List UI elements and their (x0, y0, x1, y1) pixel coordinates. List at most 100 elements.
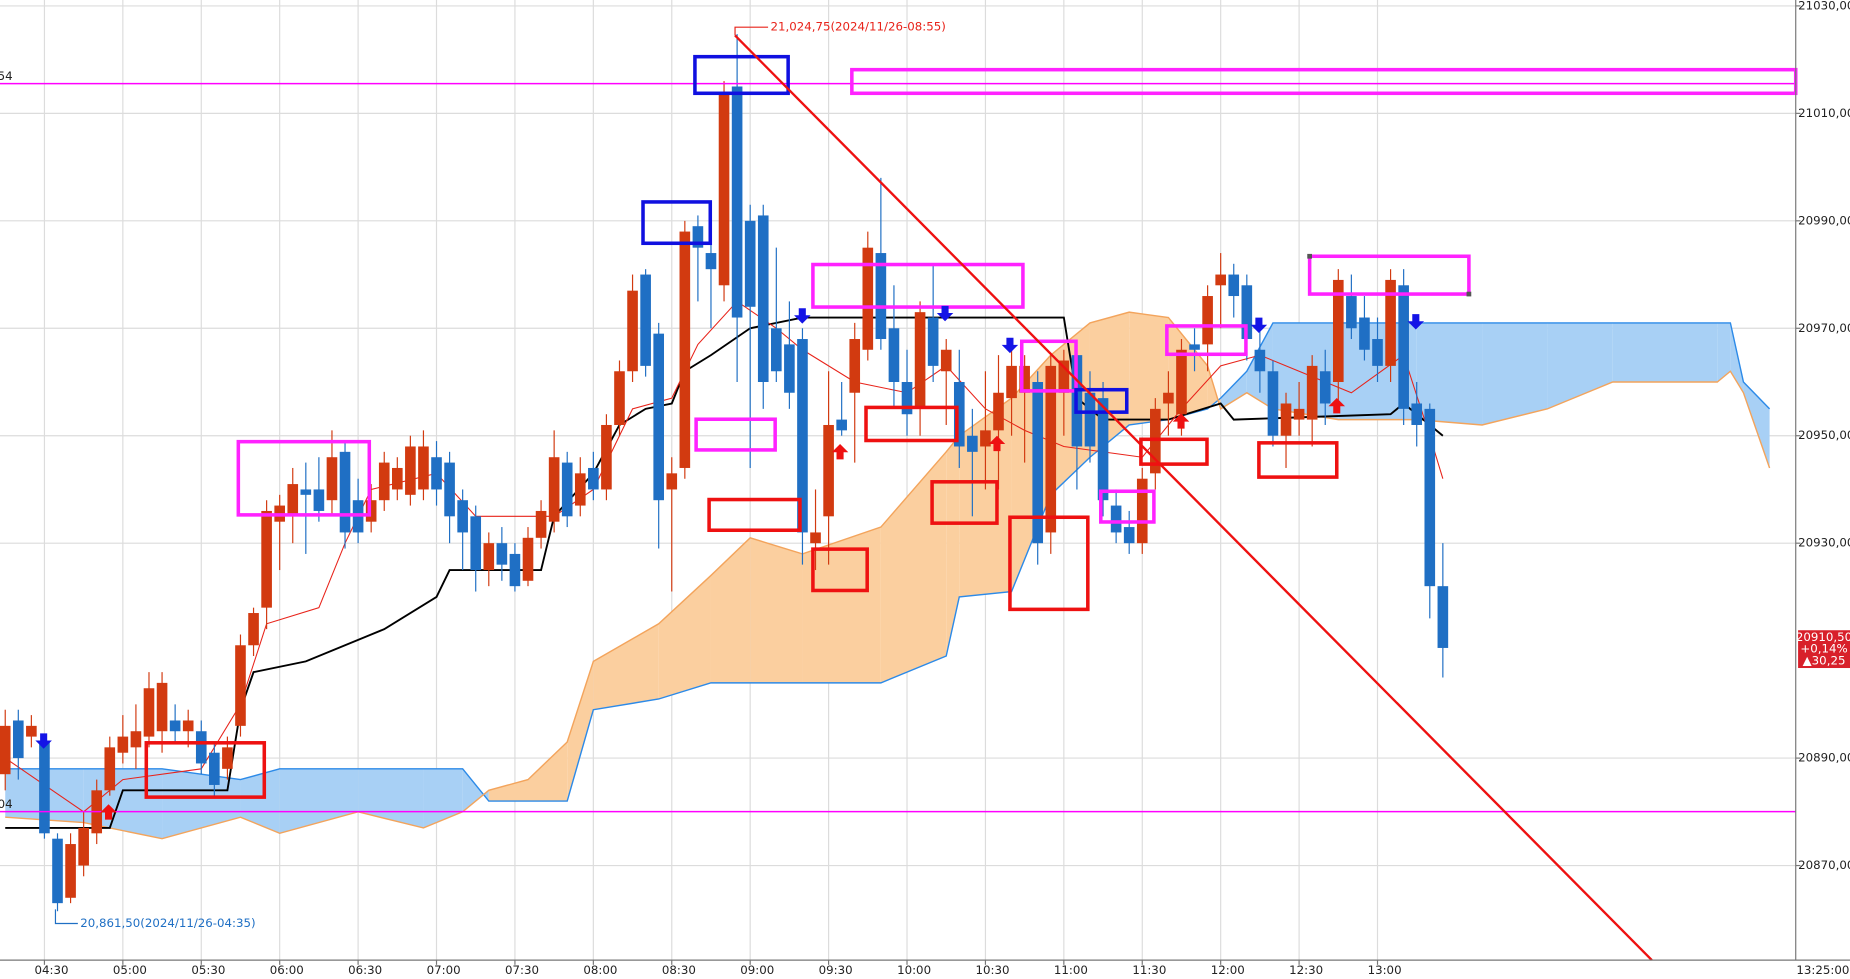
candle-body (810, 532, 821, 544)
x-tick-label: 12:00 (1211, 963, 1245, 977)
candle-body (104, 747, 116, 791)
candle-body (561, 462, 573, 517)
y-tick-label: 21030,00 (1798, 0, 1850, 12)
candle-body (548, 457, 560, 522)
x-tick-label: 06:30 (348, 963, 382, 977)
cloud-fill (162, 768, 241, 839)
candle-body (1136, 478, 1148, 544)
box (1099, 489, 1156, 524)
cloud-fill (658, 575, 711, 699)
cloud-fill (593, 623, 659, 710)
candle-body (1163, 392, 1174, 404)
candle-body (1372, 339, 1383, 366)
x-tick-label: 10:00 (897, 963, 931, 977)
candle-body (914, 312, 926, 409)
candle-body (692, 226, 704, 248)
buy-arrows (100, 397, 1346, 820)
candle-body (849, 339, 861, 393)
box (1307, 254, 1471, 296)
drawing-boxes (144, 54, 1798, 799)
candle-body (679, 231, 691, 468)
candle-body (509, 553, 521, 587)
candle-body (365, 500, 377, 522)
candle-body (614, 371, 625, 425)
candle-body (588, 467, 599, 490)
box (811, 547, 869, 593)
candle-body (209, 752, 220, 785)
price-tag-change: ▲30,25 (1803, 653, 1846, 667)
candle-body (1437, 586, 1449, 648)
candle-body (78, 827, 89, 866)
axis-labels: 21030,00 21010,00 20990,00 20970,00 20950,00… (35, 0, 1850, 977)
candle-body (1032, 382, 1044, 544)
candle-body (52, 838, 63, 904)
candle-body (953, 382, 965, 447)
x-tick-label: 04:30 (35, 963, 69, 977)
x-tick-label: 06:00 (270, 963, 304, 977)
arrow-up (1172, 413, 1190, 429)
cloud-fill (946, 435, 960, 657)
leader (734, 26, 769, 36)
candle-body (117, 736, 129, 753)
cloud-fill (488, 779, 529, 802)
cloud-fill (279, 768, 359, 834)
candle-body (731, 86, 743, 318)
cloud (5, 311, 1771, 840)
candle-body (496, 543, 508, 565)
candle-body (1215, 274, 1226, 286)
candle-body (901, 382, 913, 415)
candle-body (222, 747, 233, 769)
candle-body (1123, 527, 1135, 544)
x-end-label: 13:25:00 (1796, 963, 1849, 977)
arrow-up (831, 444, 849, 460)
candle-body (1189, 344, 1200, 350)
candle-body (797, 339, 808, 533)
candle-body (705, 253, 717, 270)
candle-body (391, 467, 403, 490)
candle-body (640, 274, 651, 366)
y-tick-label: 20990,00 (1798, 213, 1850, 227)
candle-body (718, 91, 730, 286)
cloud-fill (240, 768, 280, 834)
arrow-down (936, 305, 954, 322)
candle-body (182, 720, 194, 732)
x-tick-label: 08:30 (662, 963, 696, 977)
candle-body (431, 457, 442, 490)
trend-line (734, 34, 1653, 961)
candle-body (169, 720, 181, 732)
candle-body (1267, 371, 1279, 436)
cloud-fill (1220, 371, 1247, 409)
box (930, 480, 999, 525)
cloud-fill (1612, 322, 1718, 383)
x-tick-label: 07:00 (427, 963, 461, 977)
candle-body (470, 516, 482, 571)
cloud-fill (462, 768, 489, 812)
cloud-fill (1743, 382, 1770, 468)
candle-body (1306, 365, 1318, 420)
arrow-up (988, 435, 1006, 452)
candle-body (1424, 408, 1436, 587)
box (1165, 324, 1248, 357)
handle (1307, 253, 1312, 259)
candle-body (143, 688, 155, 737)
candle-body (993, 392, 1004, 431)
candle-body (1045, 365, 1057, 533)
box (693, 54, 790, 96)
candle-body (522, 537, 534, 581)
candle-body (457, 500, 468, 533)
cloud-fill (880, 451, 947, 683)
candle-body (26, 725, 37, 737)
candle-body (601, 424, 612, 490)
arrow-down (35, 733, 52, 749)
candle-body (744, 220, 756, 307)
candle-body (1097, 398, 1109, 501)
candle-body (1411, 403, 1423, 425)
horizontal-levels: 54 04 (0, 69, 1796, 813)
cloud-fill (1717, 322, 1731, 383)
y-tick-label: 20930,00 (1798, 536, 1850, 550)
candle-body (483, 543, 495, 571)
y-tick-label: 20970,00 (1798, 321, 1850, 335)
cloud-fill (1129, 312, 1169, 425)
candle-body (287, 484, 299, 517)
cloud-fill (1416, 322, 1483, 425)
